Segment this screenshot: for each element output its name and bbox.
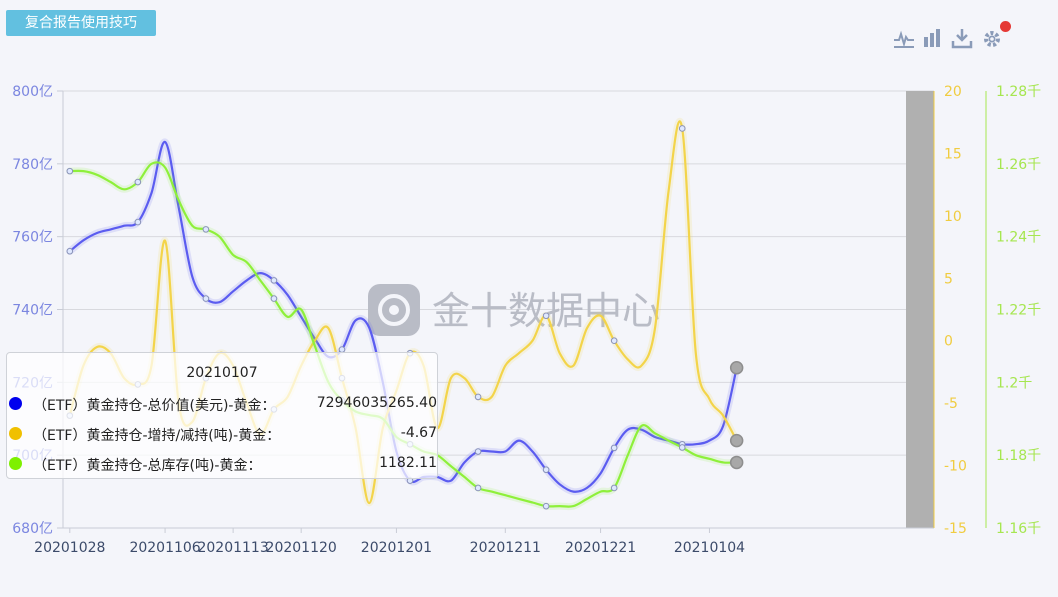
y-right1-tick-label: 5 bbox=[944, 271, 953, 287]
data-point bbox=[270, 277, 278, 284]
data-point bbox=[202, 295, 210, 302]
highlight-point bbox=[729, 361, 744, 375]
data-point bbox=[610, 484, 618, 492]
series-dot-inventory bbox=[9, 457, 22, 470]
y-right1-tick-label: 15 bbox=[944, 146, 962, 162]
line-chart-icon[interactable] bbox=[893, 27, 915, 49]
tooltip-value: 1182.11 bbox=[379, 455, 437, 471]
y-left-tick-label: 800亿 bbox=[12, 84, 53, 100]
y-right2-tick-label: 1.24千 bbox=[996, 230, 1041, 246]
data-point bbox=[610, 444, 618, 452]
data-point bbox=[474, 448, 482, 455]
data-point bbox=[678, 125, 686, 132]
y-right2-tick-label: 1.26千 bbox=[996, 157, 1041, 173]
y-left-tick-label: 760亿 bbox=[12, 230, 53, 246]
download-icon[interactable] bbox=[951, 27, 973, 49]
watermark: 金十数据中心 bbox=[368, 284, 660, 336]
data-point bbox=[474, 393, 482, 401]
y-left-tick-label: 680亿 bbox=[12, 521, 53, 537]
data-point bbox=[542, 466, 550, 474]
x-tick-label: 20201221 bbox=[565, 540, 636, 556]
tooltip-value: -4.67 bbox=[400, 425, 437, 441]
data-point bbox=[134, 178, 142, 186]
x-tick-label: 20210104 bbox=[674, 540, 745, 556]
tooltip-label: （ETF）黄金持仓-总库存(吨)-黄金： bbox=[33, 458, 262, 474]
x-tick-label: 20201106 bbox=[129, 540, 200, 556]
data-point bbox=[66, 167, 74, 175]
watermark-text: 金十数据中心 bbox=[432, 289, 660, 333]
data-point bbox=[202, 226, 210, 233]
x-tick-label: 20201211 bbox=[470, 540, 541, 556]
series-dot-change bbox=[9, 427, 22, 440]
highlight-point bbox=[729, 455, 744, 470]
y-right1-tick-label: 20 bbox=[944, 84, 962, 100]
tooltip-label: （ETF）黄金持仓-总价值(美元)-黄金： bbox=[33, 398, 276, 414]
data-point bbox=[610, 337, 618, 345]
y-right2-tick-label: 1.22千 bbox=[996, 303, 1041, 319]
series-dot-total-value bbox=[9, 397, 22, 410]
y-right2-tick-label: 1.28千 bbox=[996, 84, 1041, 100]
tooltip-date: 20210107 bbox=[186, 365, 258, 381]
tooltip-label: （ETF）黄金持仓-增持/减持(吨)-黄金： bbox=[33, 428, 281, 444]
tips-button[interactable]: 复合报告使用技巧 bbox=[6, 10, 156, 36]
highlight-point bbox=[729, 433, 744, 448]
y-right1-tick-label: -15 bbox=[944, 521, 967, 537]
tooltip-row-change: （ETF）黄金持仓-增持/减持(吨)-黄金： -4.67 bbox=[7, 423, 437, 445]
x-tick-label: 20201120 bbox=[266, 540, 337, 556]
y-right1-tick-label: 10 bbox=[944, 209, 962, 225]
data-point bbox=[542, 312, 550, 320]
y-right1-tick-label: 0 bbox=[944, 334, 953, 350]
tooltip: 20210107 （ETF）黄金持仓-总价值(美元)-黄金： 729460352… bbox=[6, 352, 438, 479]
data-point bbox=[678, 444, 686, 451]
x-tick-label: 20201028 bbox=[34, 540, 105, 556]
x-tick-label: 20201201 bbox=[361, 540, 432, 556]
y-right2-tick-label: 1.18千 bbox=[996, 448, 1041, 464]
tooltip-value: 72946035265.40 bbox=[316, 395, 437, 411]
highlight-band bbox=[906, 91, 934, 528]
data-point bbox=[474, 484, 482, 492]
data-point bbox=[134, 218, 142, 226]
notification-dot bbox=[1000, 21, 1011, 32]
data-point bbox=[270, 295, 278, 302]
y-left-tick-label: 780亿 bbox=[12, 157, 53, 173]
gear-icon[interactable] bbox=[981, 27, 1003, 49]
y-right1-tick-label: -10 bbox=[944, 459, 967, 475]
data-point bbox=[542, 502, 550, 510]
data-point bbox=[66, 247, 74, 255]
y-right2-tick-label: 1.2千 bbox=[996, 375, 1032, 391]
bar-chart-icon[interactable] bbox=[922, 27, 944, 49]
tooltip-row-total-value: （ETF）黄金持仓-总价值(美元)-黄金： 72946035265.40 bbox=[7, 393, 437, 415]
y-left-tick-label: 740亿 bbox=[12, 303, 53, 319]
tooltip-row-inventory: （ETF）黄金持仓-总库存(吨)-黄金： 1182.11 bbox=[7, 453, 437, 475]
x-tick-label: 20201113 bbox=[197, 540, 268, 556]
y-right1-tick-label: -5 bbox=[944, 396, 958, 412]
y-right2-tick-label: 1.16千 bbox=[996, 521, 1041, 537]
